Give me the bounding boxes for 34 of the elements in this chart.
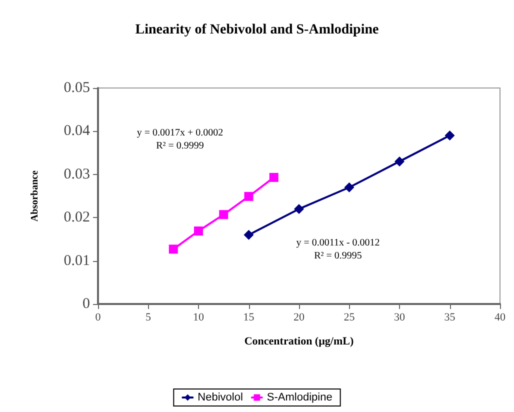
point <box>269 172 278 182</box>
x-tick-label: 40 <box>494 312 506 324</box>
x-tick-label: 20 <box>294 312 305 324</box>
point <box>444 130 455 141</box>
y-tick-label: 0.04 <box>64 123 90 140</box>
x-tick-label: 25 <box>344 312 356 324</box>
y-tick-label: 0.05 <box>64 80 90 96</box>
point <box>244 192 254 201</box>
point <box>294 204 304 214</box>
legend-label: Nebivolol <box>198 392 243 404</box>
x-tick-label: 5 <box>146 312 152 324</box>
y-tick-label: 0.03 <box>64 166 90 182</box>
annotation: y = 0.0017x + 0.0002 <box>136 128 224 138</box>
point <box>168 244 178 254</box>
point <box>219 210 228 220</box>
chart-title: Linearity of Nebivolol and S-Amlodipine <box>135 22 379 38</box>
annotation: y = 0.0011x - 0.0012 <box>296 238 380 248</box>
y-tick-label: 0.02 <box>64 210 90 226</box>
y-tick-label: 0.01 <box>64 252 90 269</box>
annotation: R² = 0.9999 <box>156 140 204 152</box>
point <box>394 156 404 166</box>
point <box>244 230 254 240</box>
x-tick-label: 30 <box>394 312 406 324</box>
annotation: R² = 0.9995 <box>314 250 362 262</box>
x-tick-label: 15 <box>243 312 255 324</box>
x-axis-title: Concentration (µg/mL) <box>244 336 354 348</box>
x-tick-label: 0 <box>95 312 102 324</box>
x-tick-label: 10 <box>193 312 204 324</box>
y-tick-label: 0 <box>82 296 90 312</box>
y-axis-title: Absorbance <box>30 170 40 222</box>
point <box>344 182 354 192</box>
point <box>194 226 203 236</box>
legend-label: S-Amlodipine <box>266 392 332 404</box>
x-tick-label: 35 <box>444 312 456 324</box>
